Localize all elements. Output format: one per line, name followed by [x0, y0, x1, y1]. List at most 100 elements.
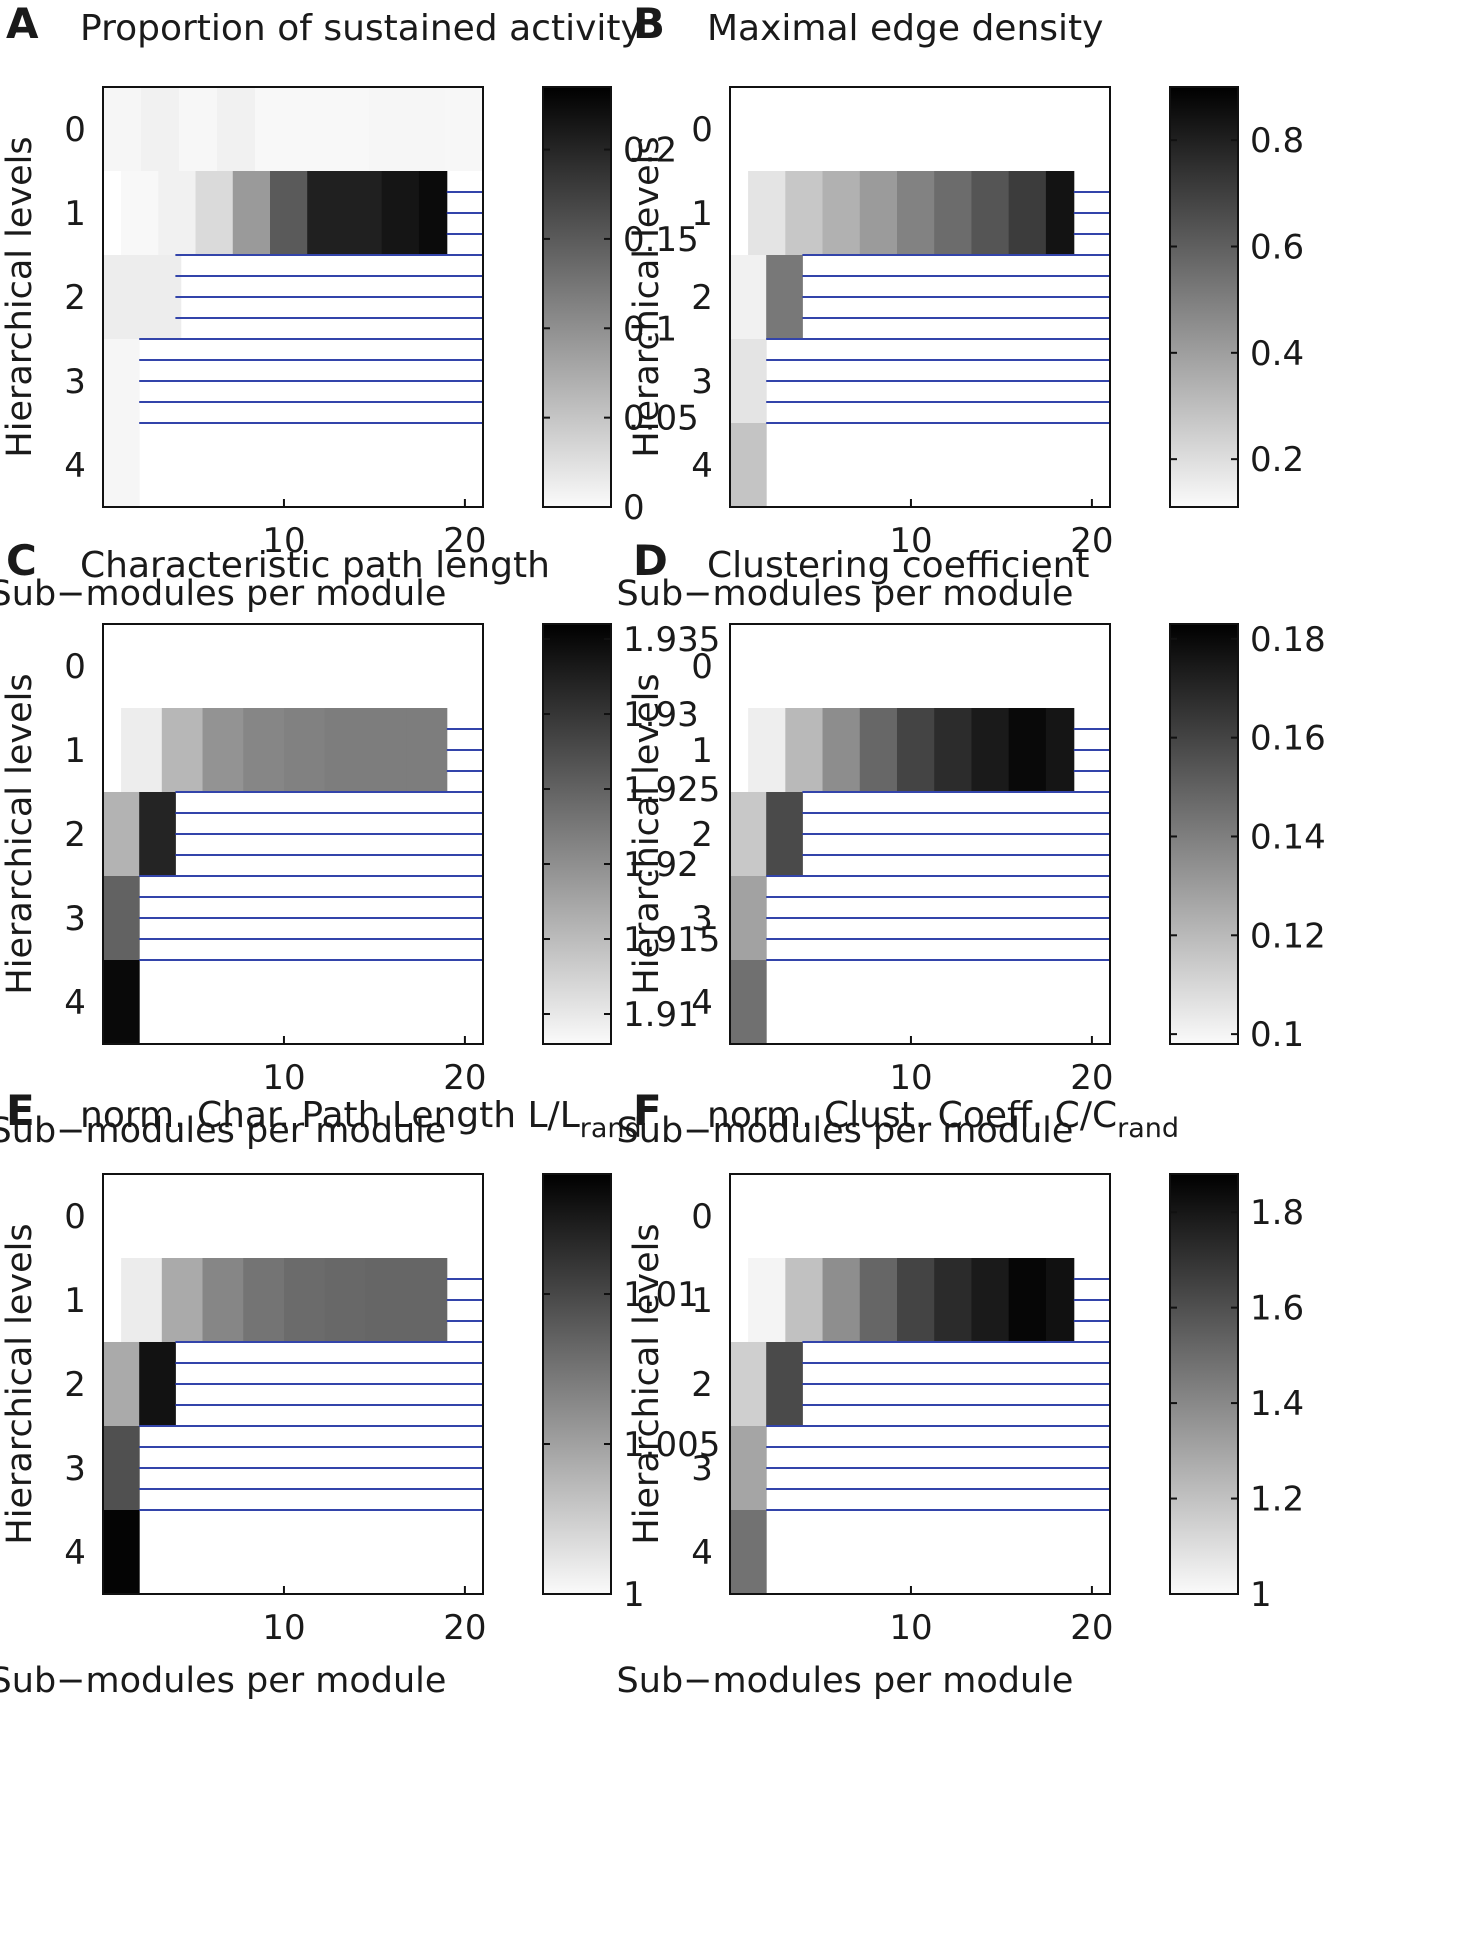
colorbar-gradient: [542, 86, 612, 508]
colorbar-tick-label: 1.8: [1250, 1193, 1304, 1233]
heatmap-cell: [365, 708, 407, 792]
heatmap-cell: [418, 171, 448, 255]
y-axis-label: Hierarchical levels: [0, 673, 40, 994]
colorbar-tick-label: 1.915: [623, 920, 720, 960]
heatmap-cell: [217, 87, 256, 171]
colorbar: 1 1.2 1.4 1.6 1.8: [1169, 1173, 1304, 1615]
y-tick-label: 4: [691, 983, 713, 1023]
colorbar-tick-label: 0.1: [1250, 1015, 1304, 1055]
heatmap-cell: [896, 171, 935, 255]
y-tick-label: 1: [64, 194, 86, 234]
x-axis-label: Sub−modules per module: [617, 1111, 1074, 1151]
colorbar-gradient: [542, 623, 612, 1045]
heatmap-cell: [1008, 708, 1047, 792]
heatmap-axes: 10 20 0 1 2 3 4 Sub−modules per module Hierarchi…: [617, 86, 1114, 614]
x-tick-label: 10: [889, 1608, 932, 1648]
colorbar-tick-label: 0.6: [1250, 227, 1304, 267]
title-text: Maximal edge density: [707, 8, 1103, 49]
colorbar-tick-label: 1.005: [623, 1425, 720, 1465]
title-text: Proportion of sustained activity: [80, 8, 642, 49]
heatmap-cell: [283, 1258, 326, 1342]
panel-title: norm. Clust. Coeff. C/Crand: [707, 1095, 1179, 1144]
heatmap-cell: [1045, 171, 1075, 255]
heatmap-cell: [730, 1426, 767, 1510]
y-tick-label: 2: [64, 815, 86, 855]
y-tick-label: 1: [691, 1281, 713, 1321]
x-tick-label: 20: [443, 1058, 486, 1098]
x-tick-label: 20: [1070, 1058, 1113, 1098]
heatmap-cell: [1045, 708, 1075, 792]
colorbar-tick-label: 0.15: [623, 220, 699, 260]
heatmap-cell: [103, 423, 140, 507]
panel-letter: F: [633, 1086, 662, 1135]
heatmap-cell: [103, 87, 142, 171]
x-tick-label: 20: [443, 1608, 486, 1648]
heatmap-cell: [103, 876, 140, 960]
x-axis-label: Sub−modules per module: [0, 1111, 446, 1151]
colorbar-tick-label: 1: [1250, 1575, 1272, 1615]
heatmap-cell: [406, 1258, 448, 1342]
colorbar: 0.2 0.4 0.6 0.8: [1169, 86, 1304, 508]
x-axis-label: Sub−modules per module: [617, 1661, 1074, 1701]
colorbar-tick-label: 1.91: [623, 995, 699, 1035]
heatmap-cell: [896, 1258, 935, 1342]
title-text: norm. Char. Path Length L/L: [80, 1095, 580, 1136]
panel-title: Maximal edge density: [707, 8, 1103, 49]
y-tick-label: 1: [691, 731, 713, 771]
heatmap-cell: [1008, 1258, 1047, 1342]
panel-title: Clustering coefficient: [707, 545, 1090, 586]
heatmap-cell: [269, 171, 308, 255]
heatmap-cell: [730, 1510, 767, 1594]
colorbar-tick-label: 0.4: [1250, 334, 1304, 374]
panel-letter: C: [6, 536, 37, 585]
heatmap-cell: [202, 1258, 244, 1342]
heatmap-cell: [243, 708, 285, 792]
heatmap-cell: [381, 171, 420, 255]
y-tick-label: 4: [691, 1533, 713, 1573]
heatmap-cell: [822, 171, 861, 255]
y-tick-label: 4: [64, 1533, 86, 1573]
y-tick-label: 0: [691, 1197, 713, 1237]
heatmap-cell: [103, 1342, 140, 1426]
axes-frame: [102, 623, 484, 1045]
heatmap-cell: [971, 1258, 1010, 1342]
heatmap-cell: [324, 708, 366, 792]
heatmap-cell: [141, 87, 180, 171]
heatmap-cell: [730, 339, 767, 423]
title-text: Characteristic path length: [80, 545, 550, 586]
heatmap-cell: [766, 255, 803, 339]
heatmap-cell: [407, 87, 446, 171]
axes-frame: [729, 623, 1111, 1045]
colorbar-gradient: [1169, 1173, 1239, 1595]
axes-frame: [102, 1173, 484, 1595]
panel-letter: D: [633, 536, 668, 585]
heatmap-cell: [934, 171, 972, 255]
y-tick-label: 1: [691, 194, 713, 234]
axes-frame: [102, 86, 484, 508]
heatmap-cell: [859, 708, 898, 792]
panel-title: norm. Char. Path Length L/Lrand: [80, 1095, 642, 1144]
heatmap-cell: [103, 255, 182, 339]
y-tick-label: 4: [691, 446, 713, 486]
colorbar-tick-label: 1.93: [623, 695, 699, 735]
heatmap-cell: [161, 1258, 204, 1342]
colorbar-tick-label: 1.4: [1250, 1384, 1304, 1424]
heatmap-cell: [103, 960, 140, 1044]
heatmap-cell: [730, 792, 767, 876]
colorbar-tick-label: 1.6: [1250, 1289, 1304, 1329]
colorbar-tick-label: 0.8: [1250, 121, 1304, 161]
x-axis-label: Sub−modules per module: [0, 574, 446, 614]
panel-b: B Maximal edge density 10 20 0 1 2 3 4 Sub−module…: [617, 0, 1305, 614]
panel-letter: B: [633, 0, 665, 48]
colorbar-tick-label: 1.925: [623, 770, 720, 810]
y-tick-label: 2: [691, 1365, 713, 1405]
heatmap-cell: [121, 708, 163, 792]
colorbar-gradient: [542, 1173, 612, 1595]
heatmap-cell: [293, 87, 332, 171]
y-tick-label: 2: [691, 815, 713, 855]
y-tick-label: 3: [64, 899, 86, 939]
heatmap-cell: [730, 1342, 767, 1426]
